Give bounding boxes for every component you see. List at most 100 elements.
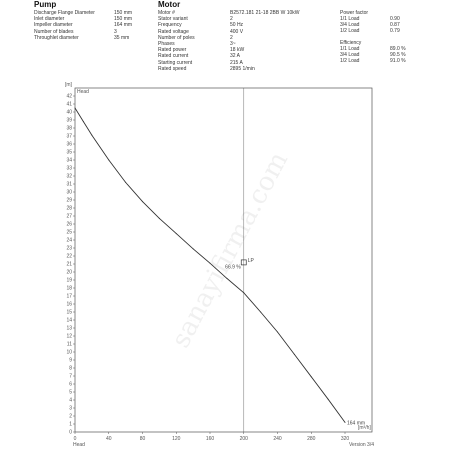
y-tick-label: 24 [66, 238, 72, 244]
x-tick-label: 120 [172, 436, 181, 442]
series-point [175, 233, 177, 235]
duty-point-marker [240, 259, 247, 266]
motor-label: Rated power [158, 47, 187, 54]
motor-label: Motor # [158, 10, 175, 16]
x-tick-label: 240 [273, 436, 282, 442]
motor-value: 2895 1/min [230, 65, 255, 72]
x-tick-label: 280 [307, 436, 316, 442]
series-point [209, 262, 211, 264]
motor-label: Frequency [158, 22, 182, 29]
series-point [293, 353, 295, 355]
y-tick-label: 25 [66, 230, 72, 236]
pump-value: 150 mm [114, 10, 133, 16]
pump-row: Throughlet diameter 35 mm [34, 35, 146, 41]
efficiency-label: 1/2 Load [340, 58, 360, 65]
y-tick-label: 2 [69, 414, 72, 420]
series-point [192, 248, 194, 250]
pump-row: Impeller diameter 164 mm [34, 22, 146, 28]
motor-value: B2572.181 21-18 2BB W 10kW [230, 10, 300, 16]
pump-label: Discharge Flange Diameter [34, 10, 95, 16]
motor-row: Motor # B2572.181 21-18 2BB W 10kW [158, 10, 328, 16]
power-factor-row: 1/1 Load 0.90 [340, 16, 420, 22]
power-factor-value: 0.87 [390, 22, 400, 29]
x-tick-label: 320 [341, 436, 350, 442]
motor-row: Rated speed 2895 1/min [158, 66, 328, 72]
efficiency-label: 1/1 Load [340, 46, 360, 52]
y-tick-label: 15 [66, 310, 72, 316]
y-tick-label: 31 [66, 182, 72, 188]
motor-label: Stator variant [158, 16, 188, 23]
y-tick-label: 28 [66, 206, 72, 212]
motor-value: 215 A [230, 59, 243, 66]
y-tick-label: 32 [66, 174, 72, 180]
x-tick-label: 80 [140, 436, 146, 442]
y-axis-unit: [m] [65, 82, 73, 88]
efficiency-row: 1/2 Load 91.0 % [340, 58, 420, 64]
y-tick-label: 42 [66, 94, 72, 100]
y-tick-label: 19 [66, 278, 72, 284]
y-tick-label: 12 [66, 334, 72, 340]
duty-point-efficiency: 66.9 % [225, 264, 241, 270]
y-tick-label: 37 [66, 134, 72, 140]
y-tick-label: 17 [66, 294, 72, 300]
pump-row: Inlet diameter 150 mm [34, 16, 146, 22]
power-factor-label: 3/4 Load [340, 22, 360, 29]
power-factor-title: Power factor [340, 10, 369, 16]
efficiency-row: 3/4 Load 90.5 % [340, 52, 420, 58]
y-tick-label: 13 [66, 326, 72, 332]
y-tick-label: 39 [66, 118, 72, 124]
motor-row: Stator variant 2 [158, 16, 328, 22]
curve-end-label: 164 mm [347, 420, 365, 426]
series-point [74, 107, 76, 109]
efficiency-label: 3/4 Load [340, 52, 360, 59]
power-factor-list: 1/1 Load 0.90 3/4 Load 0.87 1/2 Load 0.79 [340, 16, 420, 35]
motor-label: Rated speed [158, 65, 187, 72]
series-point [142, 201, 143, 203]
y-tick-label: 40 [66, 110, 72, 116]
series-point [310, 376, 312, 378]
y-tick-label: 8 [69, 366, 72, 372]
x-tick-label: 40 [106, 436, 112, 442]
y-tick-label: 14 [66, 318, 72, 324]
series-point [344, 421, 346, 423]
series-point [82, 121, 84, 123]
y-tick-label: 4 [69, 398, 72, 404]
y-tick-label: 3 [69, 406, 72, 412]
series-point [277, 331, 278, 333]
x-axis-unit: [m³/h] [358, 425, 371, 431]
x-tick-label: 200 [240, 436, 249, 442]
motor-row: Phases 3~ [158, 41, 328, 47]
power-factor-label: 1/1 Load [340, 16, 360, 22]
motor-value: 3~ [230, 40, 236, 47]
pump-label: Number of blades [34, 28, 74, 35]
pump-label: Throughlet diameter [34, 34, 79, 41]
motor-label: Rated current [158, 53, 189, 60]
series-point [91, 134, 93, 136]
footer-left-label: Head [73, 442, 85, 448]
motor-value: 18 kW [230, 47, 245, 54]
y-tick-label: 18 [66, 286, 72, 292]
power-factor-row: 3/4 Load 0.87 [340, 22, 420, 28]
motor-row: Rated power 18 kW [158, 47, 328, 53]
y-tick-label: 29 [66, 198, 72, 204]
series-point [327, 398, 329, 400]
motor-row: Starting current 215 A [158, 60, 328, 66]
motor-section-title: Motor [158, 0, 181, 9]
pump-section-title: Pump [34, 0, 57, 9]
y-tick-label: 20 [66, 270, 72, 276]
motor-value: 32 A [230, 53, 241, 60]
y-tick-label: 23 [66, 246, 72, 252]
motor-value: 400 V [230, 28, 244, 35]
plot-frame [74, 87, 373, 433]
series-point [125, 181, 127, 183]
pump-label: Impeller diameter [34, 22, 73, 29]
motor-row: Frequency 50 Hz [158, 22, 328, 28]
efficiency-value: 90.5 % [390, 52, 406, 59]
pump-label: Inlet diameter [34, 16, 65, 23]
efficiency-row: 1/1 Load 89.0 % [340, 46, 420, 52]
y-tick-label: 33 [66, 166, 72, 172]
y-tick-label: 41 [66, 102, 72, 108]
y-tick-label: 35 [66, 150, 72, 156]
motor-row: Rated current 32 A [158, 53, 328, 59]
power-factor-value: 0.90 [390, 16, 400, 22]
